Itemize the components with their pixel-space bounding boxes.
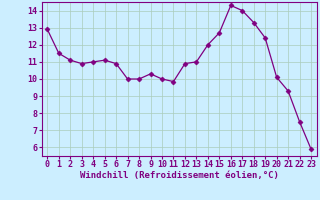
- X-axis label: Windchill (Refroidissement éolien,°C): Windchill (Refroidissement éolien,°C): [80, 171, 279, 180]
